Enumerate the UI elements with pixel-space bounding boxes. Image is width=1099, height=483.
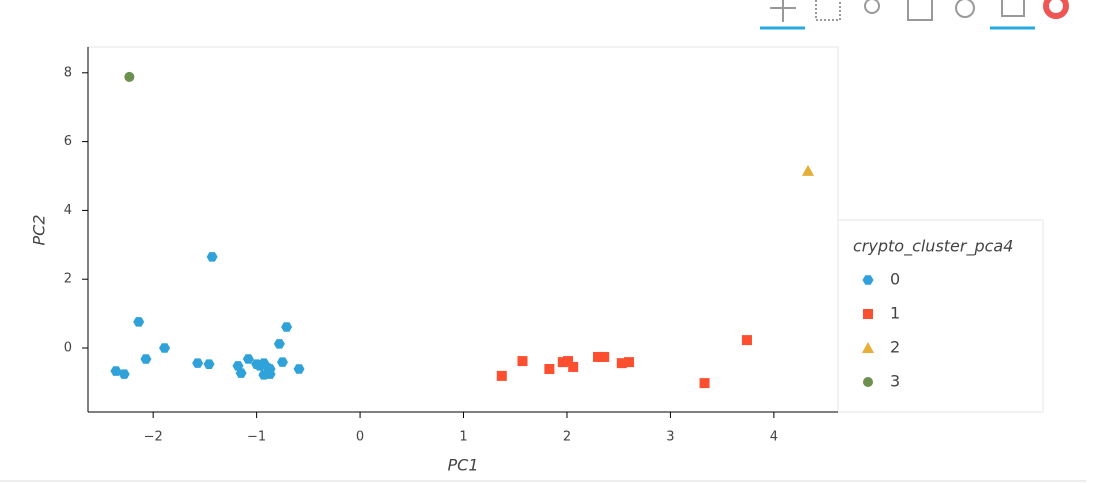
- point: [118, 369, 130, 379]
- point: [624, 357, 635, 368]
- y-tick-label: 4: [64, 203, 72, 218]
- point: [276, 357, 288, 367]
- pan-tool[interactable]: [770, 0, 796, 22]
- y-tick-label: 8: [64, 65, 72, 80]
- save-tool[interactable]: [907, 0, 933, 21]
- x-tick-label: 4: [770, 430, 778, 445]
- toolbar: [760, 0, 1069, 30]
- point: [203, 359, 215, 369]
- point: [557, 357, 568, 368]
- point: [517, 356, 528, 367]
- point: [235, 368, 247, 378]
- point: [802, 164, 814, 176]
- box-zoom-tool[interactable]: [815, 0, 841, 21]
- legend-title: crypto_cluster_pca4: [853, 237, 1013, 257]
- legend-label: 3: [890, 372, 900, 391]
- point: [133, 317, 145, 327]
- legend-label: 0: [890, 270, 900, 289]
- x-tick-label: 3: [666, 430, 674, 445]
- point: [232, 361, 244, 371]
- point: [293, 364, 305, 374]
- point: [264, 364, 276, 374]
- point: [206, 252, 218, 262]
- x-tick-label: 2: [563, 430, 571, 445]
- y-axis-label: PC2: [30, 215, 49, 246]
- y-tick-label: 6: [64, 134, 72, 149]
- x-tick-label: −1: [247, 430, 266, 445]
- legend-marker: [863, 377, 873, 387]
- point: [699, 378, 710, 389]
- legend-label: 2: [890, 338, 900, 357]
- x-tick-label: 1: [459, 430, 467, 445]
- point: [741, 335, 752, 346]
- point: [568, 361, 579, 372]
- bokeh-logo[interactable]: [1043, 0, 1069, 19]
- point: [124, 71, 135, 82]
- legend-marker: [862, 275, 874, 285]
- hover-tool[interactable]: [1001, 0, 1025, 17]
- x-axis-label: PC1: [448, 456, 479, 475]
- point: [593, 351, 603, 362]
- legend-label: 1: [890, 304, 900, 323]
- legend-marker: [862, 342, 874, 353]
- wheel-zoom-tool[interactable]: [864, 0, 880, 14]
- point: [281, 322, 293, 332]
- point: [563, 356, 573, 367]
- y-tick-label: 0: [64, 341, 72, 356]
- legend-marker: [863, 309, 873, 319]
- point: [599, 351, 610, 362]
- plot-frame: [87, 46, 839, 413]
- point: [544, 363, 555, 374]
- point: [273, 339, 285, 349]
- point: [159, 343, 171, 353]
- point: [496, 370, 507, 381]
- y-tick-label: 2: [64, 272, 72, 287]
- reset-tool[interactable]: [955, 0, 975, 18]
- point: [192, 358, 204, 368]
- x-tick-label: 0: [356, 430, 364, 445]
- point: [242, 354, 254, 364]
- point: [110, 366, 122, 376]
- point: [616, 358, 627, 369]
- point: [140, 354, 152, 364]
- x-tick-label: −2: [144, 430, 163, 445]
